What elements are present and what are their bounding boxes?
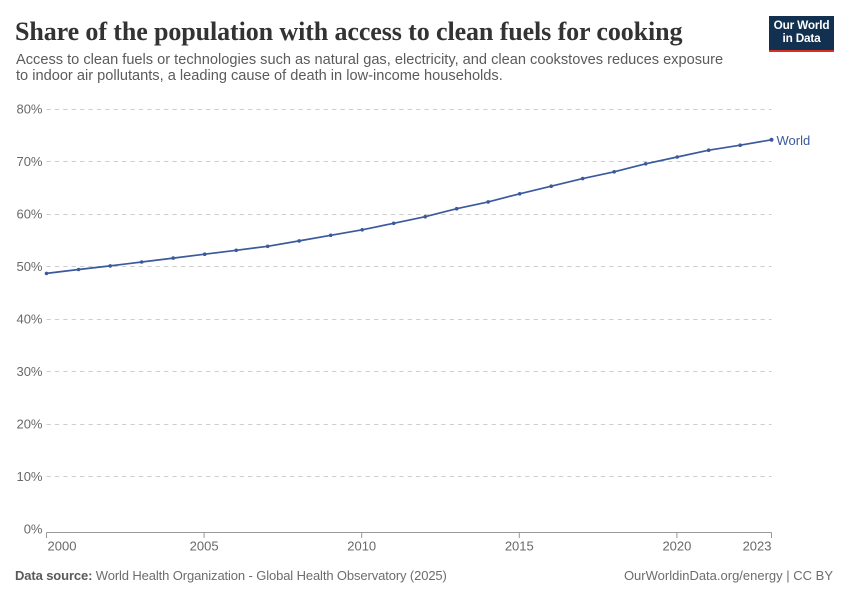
svg-text:70%: 70% xyxy=(16,154,42,169)
svg-text:50%: 50% xyxy=(16,259,42,274)
svg-text:40%: 40% xyxy=(16,312,42,327)
svg-text:World: World xyxy=(777,133,811,148)
svg-text:2010: 2010 xyxy=(347,539,376,554)
svg-text:20%: 20% xyxy=(16,417,42,432)
svg-text:10%: 10% xyxy=(16,469,42,484)
svg-text:80%: 80% xyxy=(16,101,42,116)
svg-text:0%: 0% xyxy=(24,522,43,537)
svg-text:2020: 2020 xyxy=(662,539,691,554)
svg-text:2000: 2000 xyxy=(48,539,77,554)
svg-text:2023: 2023 xyxy=(743,539,772,554)
svg-text:60%: 60% xyxy=(16,207,42,222)
svg-text:30%: 30% xyxy=(16,364,42,379)
svg-text:2015: 2015 xyxy=(505,539,534,554)
svg-text:2005: 2005 xyxy=(190,539,219,554)
